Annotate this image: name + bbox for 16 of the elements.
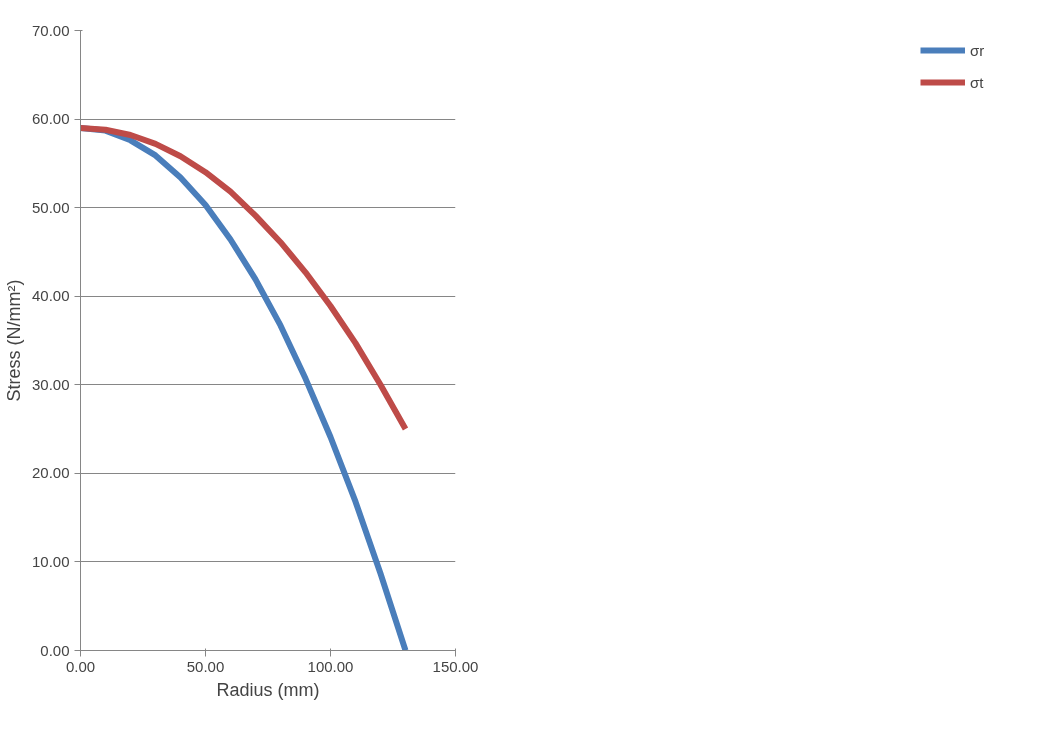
x-axis-title: Radius (mm) [216, 679, 320, 700]
y-tick-label: 10.00 [31, 552, 70, 570]
y-tick-label: 40.00 [31, 287, 70, 305]
y-tick-label: 30.00 [31, 375, 70, 393]
y-tick-label: 50.00 [31, 198, 70, 216]
x-tick-label: 0.00 [65, 657, 96, 675]
y-tick-label: 20.00 [31, 464, 70, 482]
legend-label: σt [970, 73, 985, 91]
legend-label: σr [970, 41, 986, 59]
x-tick-label: 50.00 [186, 657, 225, 675]
x-tick-label: 150.00 [432, 657, 479, 675]
y-axis-title: Stress (N/mm²) [3, 279, 24, 402]
y-tick-label: 0.00 [40, 641, 70, 659]
y-tick-label: 70.00 [31, 21, 70, 39]
x-tick-label: 100.00 [307, 657, 354, 675]
y-tick-label: 60.00 [31, 110, 70, 128]
